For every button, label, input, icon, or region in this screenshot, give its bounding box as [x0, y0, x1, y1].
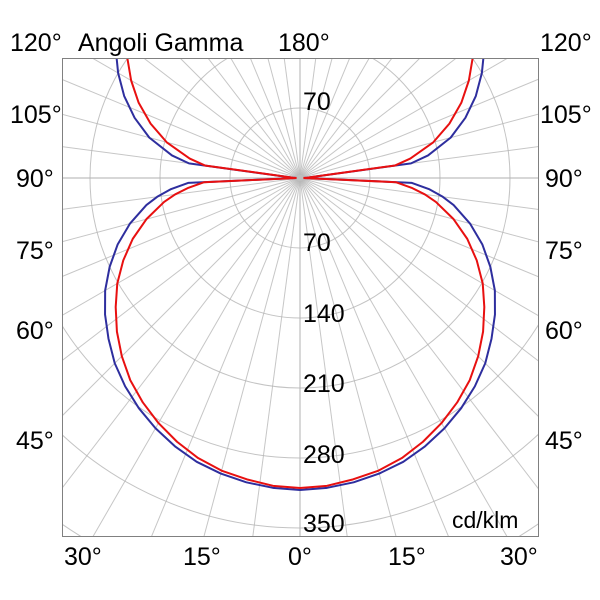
angle-label-right-105: 105° [540, 101, 592, 129]
curve-c90-c270 [114, 58, 486, 489]
unit-label: cd/klm [452, 507, 519, 533]
angle-label-top-180: 180° [278, 29, 330, 57]
grid-spoke [299, 58, 509, 179]
grid-spoke [62, 177, 301, 316]
grid-spoke [299, 58, 421, 179]
angle-label-left-75: 75° [16, 237, 54, 265]
grid-spoke [299, 177, 538, 362]
angle-label-right-45: 45° [545, 427, 583, 455]
angle-label-left-105: 105° [10, 101, 62, 129]
angle-label-left-60: 60° [16, 317, 54, 345]
angle-label-bottom-0: 0° [288, 543, 312, 571]
plot-frame [62, 58, 539, 537]
angle-label-right-120: 120° [540, 29, 592, 57]
grid-arc [62, 324, 538, 459]
grid-spoke [299, 177, 538, 417]
grid-spoke [299, 58, 393, 179]
grid-spoke [283, 58, 301, 179]
radial-label-140: 140 [303, 300, 345, 328]
page-title: Angoli Gamma [78, 29, 244, 57]
angle-label-left-45: 45° [16, 427, 54, 455]
grid-arc [229, 107, 371, 249]
grid-spoke [299, 113, 538, 179]
grid-spoke [299, 58, 458, 179]
grid-spoke [299, 58, 370, 179]
grid-spoke [62, 177, 301, 362]
angle-label-right-90: 90° [545, 165, 583, 193]
grid-spoke [299, 58, 351, 179]
grid-spoke [299, 177, 508, 536]
grid-spoke [179, 58, 301, 179]
radial-label-350: 350 [303, 510, 345, 538]
grid-spoke [299, 177, 538, 489]
grid-spoke [267, 58, 301, 179]
angle-label-left-120: 120° [10, 29, 62, 57]
grid-spoke [62, 177, 301, 489]
grid-spoke [299, 177, 538, 278]
grid-spoke [62, 177, 301, 243]
curve-c0-c180 [104, 58, 496, 491]
grid-spoke [142, 58, 301, 179]
grid-spoke [299, 177, 538, 210]
radial-label-top-70: 70 [303, 88, 331, 116]
grid-spoke [299, 58, 317, 179]
angle-label-bottom-30-right: 30° [500, 543, 538, 571]
radial-label-70: 70 [303, 229, 331, 257]
angle-label-right-60: 60° [545, 317, 583, 345]
grid-spoke [252, 177, 301, 536]
grid-spoke [299, 177, 538, 316]
grid-arc [159, 58, 441, 319]
grid-spoke [62, 177, 301, 278]
angle-label-left-90: 90° [16, 165, 54, 193]
grid-arc [62, 433, 538, 529]
grid-spoke [62, 177, 301, 210]
grid-spoke [299, 177, 449, 536]
grid-spoke [299, 177, 348, 536]
grid-spoke [203, 177, 301, 536]
curve-layer [104, 58, 496, 491]
grid-spoke [299, 78, 538, 179]
angle-label-right-75: 75° [545, 237, 583, 265]
grid-arc [89, 58, 511, 389]
radial-label-210: 210 [303, 370, 345, 398]
grid-spoke [299, 177, 538, 243]
grid-spoke [207, 58, 301, 179]
grid-spoke [91, 58, 301, 179]
grid-spoke [62, 177, 301, 417]
polar-origin-marker [296, 174, 304, 182]
grid-spoke [62, 78, 301, 179]
angle-label-bottom-15-right: 15° [388, 543, 426, 571]
grid-spoke [249, 58, 301, 179]
radial-label-280: 280 [303, 441, 345, 469]
grid-spoke [92, 177, 301, 536]
grid-spoke [151, 177, 301, 536]
angle-label-bottom-30-left: 30° [64, 543, 102, 571]
grid-spoke [299, 177, 397, 536]
grid-spoke [299, 58, 333, 179]
grid-spoke [230, 58, 301, 179]
grid-spoke [62, 113, 301, 179]
angle-label-bottom-15-left: 15° [183, 543, 221, 571]
